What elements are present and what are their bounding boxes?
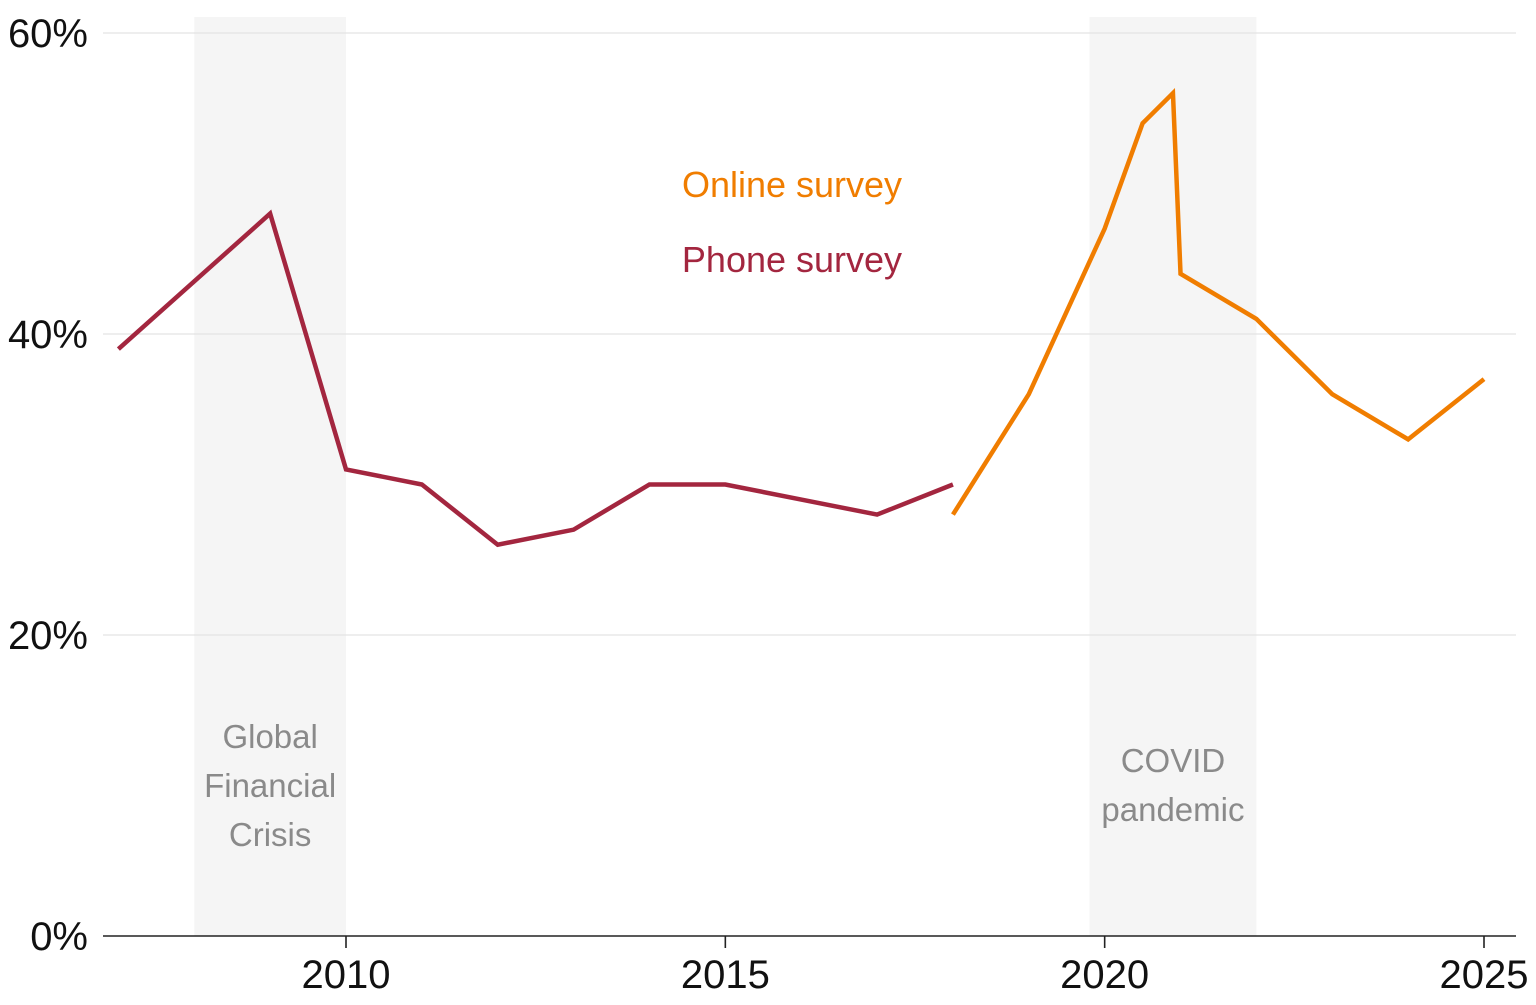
x-tick-label: 2025 bbox=[1440, 953, 1529, 997]
period-label-line: Global bbox=[222, 718, 317, 755]
shaded-period-covid-pandemic bbox=[1089, 17, 1257, 936]
period-label-line: COVID bbox=[1121, 742, 1226, 779]
period-label-line: Financial bbox=[204, 767, 336, 804]
y-tick-label: 0% bbox=[30, 915, 88, 959]
legend-entry-phone-survey: Phone survey bbox=[682, 239, 902, 280]
legend-entry-online-survey: Online survey bbox=[682, 164, 902, 205]
x-tick-label: 2020 bbox=[1060, 953, 1149, 997]
y-tick-label: 20% bbox=[8, 614, 88, 658]
gridlines bbox=[103, 32, 1516, 636]
x-tick-label: 2015 bbox=[681, 953, 770, 997]
period-label-line: pandemic bbox=[1101, 791, 1244, 828]
y-tick-label: 40% bbox=[8, 313, 88, 357]
x-tick-label: 2010 bbox=[302, 953, 391, 997]
series-line-phone-survey bbox=[116, 209, 954, 548]
period-label-line: Crisis bbox=[229, 816, 311, 853]
series-lines bbox=[116, 88, 1486, 548]
y-tick-label: 60% bbox=[8, 12, 88, 56]
series-line-online-survey bbox=[951, 88, 1486, 516]
shaded-periods: Global Financial Crisis COVID pandemic bbox=[194, 17, 1257, 936]
legend: Online survey Phone survey bbox=[682, 164, 902, 280]
shaded-period-global-financial-crisis bbox=[194, 17, 346, 936]
axes: 0% 20% 40% 60% 2010 2015 2020 2025 bbox=[8, 12, 1529, 997]
